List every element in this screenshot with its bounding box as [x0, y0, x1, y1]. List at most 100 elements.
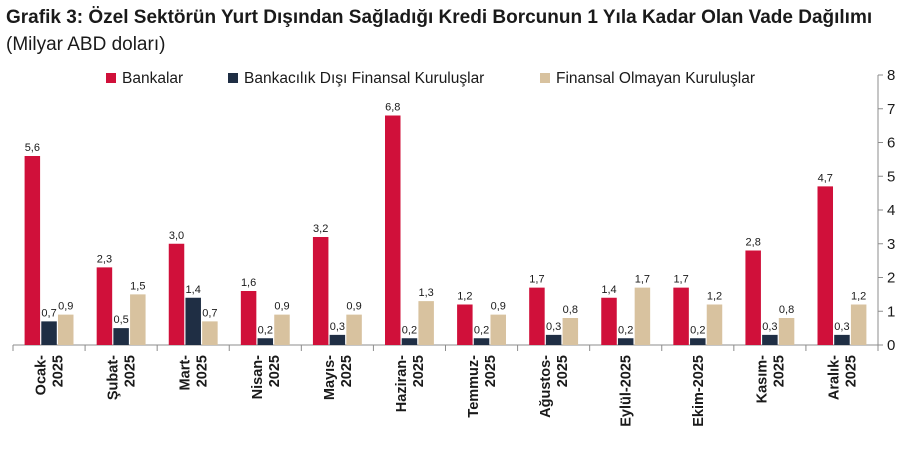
data-label: 0,2 — [402, 324, 417, 336]
y-tick-label: 3 — [887, 236, 895, 253]
data-label: 1,3 — [419, 287, 434, 299]
x-tick-label: Eylül-2025 — [619, 355, 635, 427]
bar-1 — [673, 287, 689, 345]
data-label: 1,2 — [851, 291, 866, 303]
legend-label-1: Bankalar — [122, 70, 183, 87]
data-label: 0,3 — [330, 321, 345, 333]
bar-1 — [457, 304, 473, 345]
bar-2 — [473, 338, 490, 345]
bar-3 — [706, 304, 723, 345]
data-label: 1,6 — [241, 277, 256, 289]
legend-label-2: Bankacılık Dışı Finansal Kuruluşlar — [244, 70, 484, 87]
data-label: 0,9 — [58, 301, 73, 313]
data-label: 0,3 — [762, 321, 777, 333]
x-tick-label: Şubat-2025 — [106, 355, 139, 400]
data-label: 0,7 — [202, 307, 217, 319]
bar-3 — [130, 294, 146, 345]
chart-title-unit: (Milyar ABD doları) — [6, 34, 166, 55]
y-tick-label: 0 — [887, 337, 895, 354]
bar-1 — [601, 297, 617, 345]
y-tick-label: 4 — [887, 202, 895, 219]
y-tick-label: 5 — [887, 168, 895, 185]
data-label: 1,7 — [529, 274, 544, 286]
data-label: 4,7 — [818, 172, 833, 184]
data-label: 2,8 — [746, 237, 761, 249]
data-label: 0,2 — [690, 324, 705, 336]
bar-2 — [545, 334, 562, 345]
data-label: 2,3 — [97, 253, 112, 265]
x-tick-label: Mayıs-2025 — [322, 355, 355, 400]
bar-1 — [817, 186, 834, 345]
bar-3 — [490, 314, 506, 345]
data-label: 3,0 — [169, 230, 184, 242]
data-label: 0,3 — [546, 321, 561, 333]
data-label: 1,4 — [601, 284, 616, 296]
data-label: 0,3 — [834, 321, 849, 333]
data-label: 0,7 — [41, 307, 56, 319]
data-label: 1,7 — [635, 274, 650, 286]
data-label: 0,2 — [258, 324, 273, 336]
x-tick-label: Kasım-2025 — [754, 355, 787, 404]
data-label: 0,9 — [491, 301, 506, 313]
bar-1 — [385, 115, 401, 345]
bar-2 — [257, 338, 274, 345]
bar-2 — [41, 321, 57, 345]
data-label: 0,9 — [274, 301, 289, 313]
bar-3 — [57, 314, 74, 345]
bar-3 — [562, 318, 579, 345]
bar-1 — [529, 287, 545, 345]
bar-2 — [762, 334, 778, 345]
x-tick-label: Temmuz-2025 — [466, 355, 499, 418]
bar-3 — [202, 321, 218, 345]
bar-3 — [778, 318, 795, 345]
bar-2 — [401, 338, 418, 345]
x-tick-label: Aralık-2025 — [826, 355, 859, 400]
x-tick-label: Ekim-2025 — [691, 355, 707, 427]
data-label: 0,8 — [779, 304, 794, 316]
legend-swatch-1 — [106, 73, 116, 83]
data-label: 0,9 — [346, 301, 361, 313]
x-tick-label: Mart-2025 — [178, 355, 211, 391]
bar-3 — [418, 301, 434, 345]
data-label: 5,6 — [25, 142, 40, 154]
chart-title-main: Grafik 3: Özel Sektörün Yurt Dışından Sa… — [6, 7, 873, 28]
bar-1 — [312, 237, 329, 345]
chart-title: Grafik 3: Özel Sektörün Yurt Dışından Sa… — [6, 4, 906, 58]
y-tick-label: 6 — [887, 135, 895, 152]
y-tick-label: 7 — [887, 101, 895, 118]
data-label: 1,4 — [186, 284, 201, 296]
data-label: 0,5 — [113, 314, 128, 326]
bar-1 — [168, 243, 185, 345]
y-tick-label: 8 — [887, 67, 895, 84]
bar-2 — [617, 338, 634, 345]
bar-3 — [634, 287, 651, 345]
bar-1 — [24, 156, 41, 345]
x-tick-label: Haziran-2025 — [394, 355, 427, 412]
bar-2 — [329, 334, 346, 345]
legend-swatch-3 — [540, 73, 550, 83]
data-label: 1,5 — [130, 280, 145, 292]
bar-3 — [346, 314, 362, 345]
legend-label-3: Finansal Olmayan Kuruluşlar — [556, 70, 755, 87]
data-label: 0,2 — [474, 324, 489, 336]
bar-3 — [274, 314, 290, 345]
data-label: 1,7 — [673, 274, 688, 286]
data-label: 1,2 — [457, 291, 472, 303]
data-label: 6,8 — [385, 102, 400, 114]
bar-2 — [690, 338, 706, 345]
data-label: 0,2 — [618, 324, 633, 336]
legend-swatch-2 — [228, 73, 238, 83]
x-tick-label: Nisan-2025 — [250, 355, 283, 399]
bar-2 — [834, 334, 850, 345]
bar-1 — [240, 291, 257, 345]
x-tick-label: Ağustos-2025 — [538, 355, 571, 418]
bar-2 — [185, 297, 201, 345]
y-tick-label: 2 — [887, 270, 895, 287]
bar-2 — [113, 328, 129, 345]
data-label: 0,8 — [563, 304, 578, 316]
bar-1 — [745, 250, 761, 345]
y-tick-label: 1 — [887, 303, 895, 320]
x-tick-label: Ocak-2025 — [34, 355, 67, 395]
bar-1 — [96, 267, 113, 345]
